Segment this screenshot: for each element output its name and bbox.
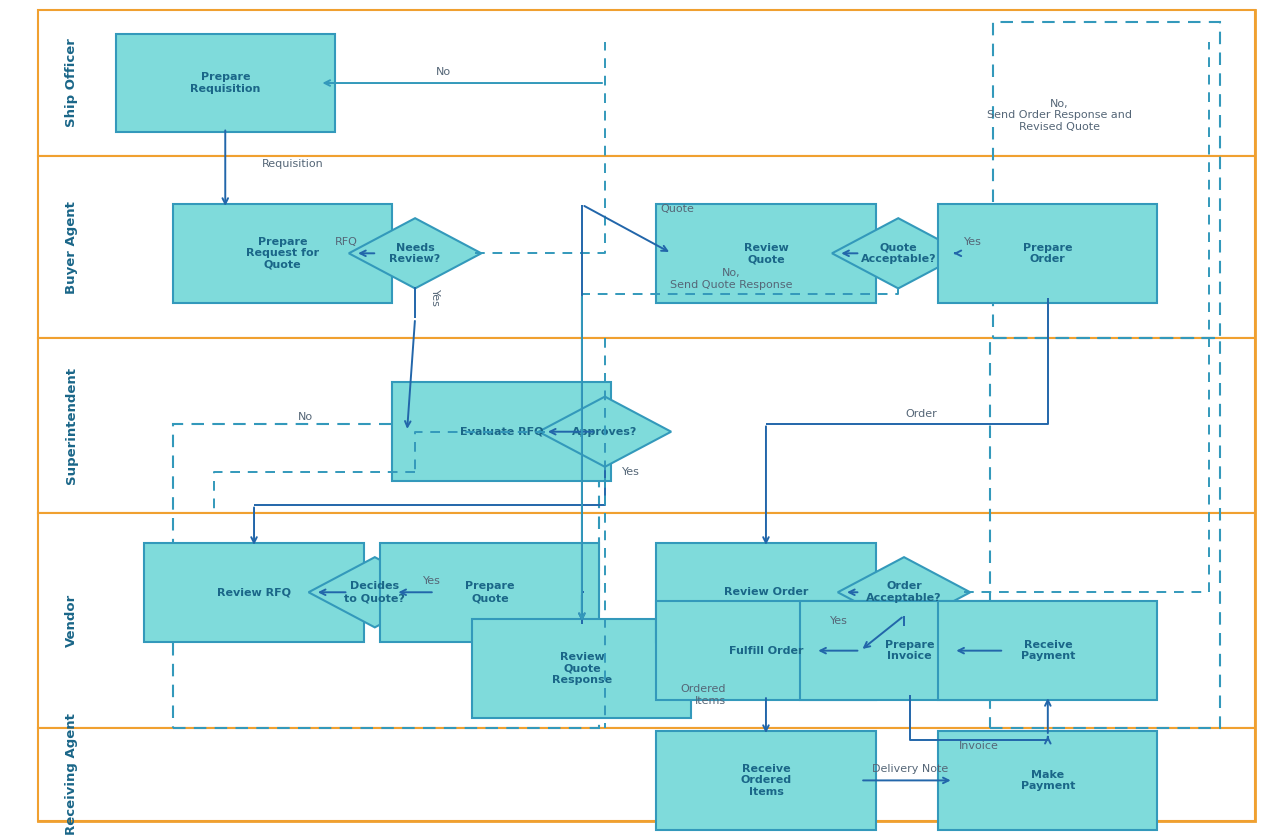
- FancyBboxPatch shape: [656, 601, 875, 700]
- FancyBboxPatch shape: [381, 543, 600, 641]
- Text: Receiving Agent: Receiving Agent: [65, 713, 78, 835]
- FancyBboxPatch shape: [473, 619, 692, 718]
- Text: Prepare
Requisition: Prepare Requisition: [190, 72, 260, 94]
- Text: RFQ: RFQ: [335, 237, 358, 247]
- Polygon shape: [308, 557, 441, 627]
- Text: Review
Quote: Review Quote: [744, 242, 789, 264]
- Text: Prepare
Request for
Quote: Prepare Request for Quote: [246, 237, 320, 270]
- FancyBboxPatch shape: [938, 731, 1157, 829]
- Bar: [38, 339, 1255, 512]
- Text: Buyer Agent: Buyer Agent: [65, 201, 78, 293]
- Bar: [990, 339, 1220, 727]
- Text: Requisition: Requisition: [262, 159, 324, 169]
- FancyBboxPatch shape: [656, 204, 875, 303]
- Text: Prepare
Invoice: Prepare Invoice: [885, 640, 935, 661]
- Text: Ordered
Items: Ordered Items: [680, 685, 726, 706]
- Polygon shape: [838, 557, 971, 627]
- Text: Order
Acceptable?: Order Acceptable?: [866, 582, 941, 603]
- Text: Quote: Quote: [660, 204, 694, 214]
- Text: No,
Send Quote Response: No, Send Quote Response: [670, 268, 792, 290]
- Text: Evaluate RFQ: Evaluate RFQ: [460, 426, 543, 436]
- Text: Approves?: Approves?: [572, 426, 637, 436]
- Bar: [38, 512, 1255, 727]
- Text: Review
Quote
Response: Review Quote Response: [552, 652, 612, 685]
- Text: Make
Payment: Make Payment: [1020, 770, 1075, 791]
- FancyBboxPatch shape: [173, 204, 392, 303]
- Text: Yes: Yes: [622, 467, 640, 477]
- Text: Decides
to Quote?: Decides to Quote?: [344, 582, 405, 603]
- Text: Fulfill Order: Fulfill Order: [729, 645, 803, 655]
- Text: Yes: Yes: [964, 237, 982, 247]
- Text: Ship Officer: Ship Officer: [65, 38, 78, 127]
- Text: Superintendent: Superintendent: [65, 367, 78, 484]
- Polygon shape: [832, 218, 964, 288]
- Text: Receive
Ordered
Items: Receive Ordered Items: [740, 764, 791, 797]
- FancyBboxPatch shape: [116, 33, 335, 132]
- Text: Yes: Yes: [829, 616, 847, 626]
- FancyBboxPatch shape: [656, 543, 875, 641]
- Text: Prepare
Quote: Prepare Quote: [465, 582, 515, 603]
- FancyBboxPatch shape: [938, 204, 1157, 303]
- FancyBboxPatch shape: [800, 601, 1019, 700]
- FancyBboxPatch shape: [144, 543, 363, 641]
- Bar: [38, 10, 1255, 156]
- Bar: [38, 156, 1255, 339]
- FancyBboxPatch shape: [656, 731, 875, 829]
- Text: No,
Send Order Response and
Revised Quote: No, Send Order Response and Revised Quot…: [987, 99, 1131, 132]
- Text: Vendor: Vendor: [65, 594, 78, 647]
- FancyBboxPatch shape: [392, 382, 612, 481]
- Bar: [992, 23, 1220, 339]
- Text: Review Order: Review Order: [724, 587, 808, 597]
- Text: Delivery Note: Delivery Note: [871, 764, 948, 774]
- Polygon shape: [539, 396, 671, 466]
- Text: Order: Order: [906, 409, 938, 419]
- Text: Invoice: Invoice: [959, 742, 999, 752]
- Text: No: No: [298, 412, 313, 422]
- FancyBboxPatch shape: [938, 601, 1157, 700]
- Text: Yes: Yes: [429, 289, 440, 307]
- Text: Quote
Acceptable?: Quote Acceptable?: [860, 242, 936, 264]
- Text: No: No: [436, 67, 451, 77]
- Text: Prepare
Order: Prepare Order: [1023, 242, 1073, 264]
- Text: Receive
Payment: Receive Payment: [1020, 640, 1075, 661]
- Text: Yes: Yes: [423, 576, 441, 586]
- Bar: [38, 727, 1255, 821]
- Text: Needs
Review?: Needs Review?: [390, 242, 441, 264]
- Bar: [173, 424, 599, 727]
- Text: Review RFQ: Review RFQ: [217, 587, 290, 597]
- Polygon shape: [349, 218, 482, 288]
